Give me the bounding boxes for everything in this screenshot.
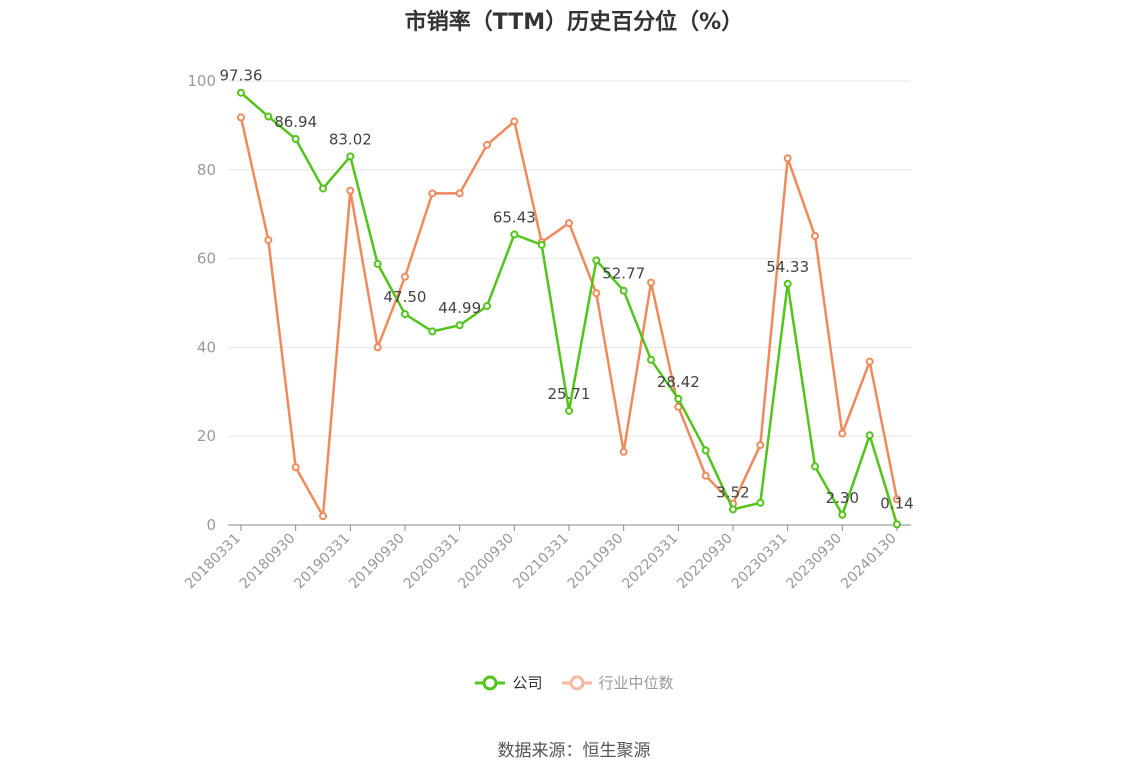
- x-tick-label: 20220930: [674, 531, 736, 593]
- y-axis: 0 20 40 60 80 100: [187, 72, 216, 534]
- y-tick-label: 100: [187, 72, 216, 90]
- data-point-company: [483, 302, 491, 311]
- data-label: 47.50: [384, 288, 427, 306]
- data-point-company: [729, 505, 737, 514]
- x-tick-label: 20190331: [291, 531, 353, 593]
- data-point-company: [237, 88, 245, 97]
- data-point-industry: [483, 140, 491, 149]
- x-tick-label: 20180331: [182, 531, 244, 593]
- circle-line-icon: [475, 675, 506, 690]
- data-point-company: [373, 259, 382, 268]
- data-point-industry: [838, 429, 847, 438]
- data-point-industry: [373, 343, 382, 352]
- y-tick-label: 20: [197, 427, 216, 445]
- data-point-company: [401, 310, 409, 319]
- data-label: 83.02: [329, 130, 372, 148]
- x-tick-label: 20200331: [401, 531, 463, 593]
- data-point-company: [455, 321, 464, 330]
- line-chart: 0 20 40 60 80 100 201803312018093020190331201…: [182, 67, 914, 593]
- series-layer: [237, 88, 901, 529]
- data-point-industry: [783, 154, 792, 163]
- x-tick-label: 20210331: [510, 531, 572, 593]
- x-tick-label: 20180930: [237, 531, 299, 593]
- data-point-industry: [701, 471, 710, 480]
- data-point-industry: [565, 219, 573, 228]
- data-point-company: [647, 355, 655, 364]
- data-point-company: [510, 230, 519, 239]
- data-point-company: [674, 394, 683, 403]
- legend-item-industry[interactable]: 行业中位数: [561, 672, 674, 693]
- chart-title: 市销率（TTM）历史百分位（%）: [404, 10, 744, 35]
- data-point-company: [619, 286, 628, 295]
- data-labels: 97.36 86.94 83.02 47.50 44.99 65.43 25.71 52.77…: [220, 67, 914, 513]
- data-point-industry: [865, 357, 874, 366]
- x-tick-label: 20190930: [346, 531, 408, 593]
- data-point-company: [346, 152, 355, 161]
- legend: 公司 行业中位数: [0, 672, 1148, 693]
- y-tick-label: 40: [197, 338, 216, 356]
- data-label: 54.33: [766, 258, 809, 276]
- data-point-industry: [319, 512, 327, 521]
- series-line-industry: [239, 117, 899, 518]
- data-point-company: [291, 134, 300, 143]
- legend-label-industry: 行业中位数: [598, 674, 674, 692]
- data-point-company: [537, 240, 546, 249]
- data-point-company: [865, 431, 874, 440]
- data-point-industry: [401, 272, 409, 281]
- data-point-industry: [291, 463, 300, 472]
- data-point-company: [838, 510, 847, 519]
- data-label: 44.99: [438, 299, 481, 317]
- x-tick-label: 20230930: [783, 531, 845, 593]
- data-point-company: [783, 279, 792, 288]
- x-tick-label: 20200930: [455, 531, 517, 593]
- y-tick-label: 80: [197, 161, 216, 179]
- data-label: 25.71: [548, 385, 591, 403]
- data-point-company: [893, 520, 901, 529]
- x-tick-label: 20210930: [565, 531, 627, 593]
- data-point-company: [264, 112, 273, 121]
- data-point-industry: [428, 189, 437, 198]
- data-point-industry: [264, 235, 273, 244]
- data-point-company: [811, 462, 819, 471]
- data-label: 28.42: [657, 373, 700, 391]
- grid-layer: [228, 80, 911, 437]
- data-point-industry: [510, 117, 519, 126]
- data-point-industry: [893, 495, 901, 504]
- data-point-company: [592, 256, 601, 265]
- data-label: 52.77: [602, 265, 645, 283]
- data-label: 97.36: [220, 67, 263, 85]
- circle-line-icon: [561, 675, 592, 690]
- x-tick-label: 20230331: [729, 531, 791, 593]
- data-point-company: [319, 184, 327, 193]
- data-label: 65.43: [493, 208, 536, 226]
- data-point-company: [701, 446, 710, 455]
- data-point-company: [565, 406, 573, 415]
- x-tick-label: 20220331: [619, 531, 681, 593]
- data-point-industry: [811, 231, 819, 240]
- data-label: 0.14: [880, 494, 913, 512]
- data-point-industry: [647, 278, 655, 287]
- x-tick-label: 20240130: [838, 531, 900, 593]
- data-point-industry: [346, 186, 355, 195]
- data-label: 2.30: [826, 489, 859, 507]
- legend-item-company[interactable]: 公司: [474, 672, 543, 693]
- data-point-industry: [756, 441, 765, 450]
- data-point-industry: [592, 289, 601, 298]
- data-point-industry: [619, 447, 628, 456]
- data-point-industry: [237, 113, 245, 122]
- source-note: 数据来源：恒生聚源: [497, 741, 651, 761]
- y-tick-label: 60: [197, 250, 216, 268]
- data-label: 3.52: [716, 483, 749, 501]
- y-tick-label: 0: [206, 516, 216, 534]
- data-label: 86.94: [274, 113, 317, 131]
- data-point-company: [756, 498, 765, 507]
- data-point-company: [428, 327, 437, 336]
- legend-label-company: 公司: [512, 674, 543, 692]
- data-point-industry: [455, 189, 464, 198]
- x-axis: 2018033120180930201903312019093020200331…: [182, 524, 911, 593]
